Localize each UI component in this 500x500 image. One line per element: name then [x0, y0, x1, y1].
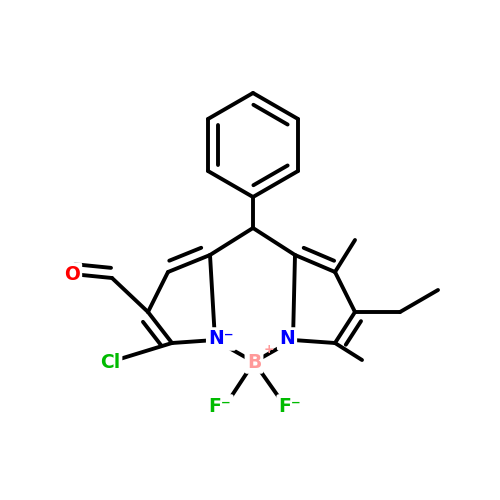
Text: Cl: Cl [100, 352, 120, 372]
Text: B: B [247, 352, 261, 372]
Text: N: N [279, 330, 295, 348]
Text: F⁻: F⁻ [278, 396, 301, 415]
Text: O: O [64, 264, 80, 283]
Text: +: + [264, 343, 274, 356]
Text: N⁻: N⁻ [208, 330, 234, 348]
Text: F⁻: F⁻ [208, 396, 232, 415]
